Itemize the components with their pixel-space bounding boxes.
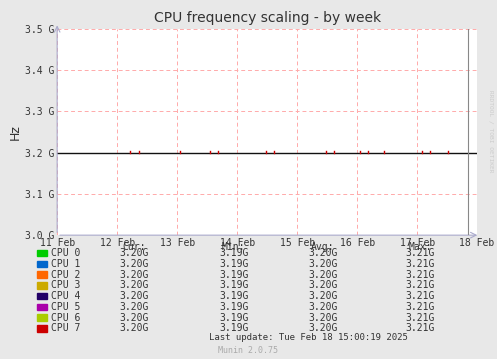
Text: Cur:: Cur:	[122, 242, 146, 252]
Text: Avg:: Avg:	[311, 242, 335, 252]
Y-axis label: Hz: Hz	[9, 124, 22, 140]
Text: 3.19G: 3.19G	[219, 313, 248, 323]
Text: 3.19G: 3.19G	[219, 259, 248, 269]
Text: 3.21G: 3.21G	[405, 313, 435, 323]
Text: 3.20G: 3.20G	[308, 302, 338, 312]
Text: 3.20G: 3.20G	[119, 248, 149, 258]
Text: 3.20G: 3.20G	[308, 323, 338, 334]
Text: 3.19G: 3.19G	[219, 270, 248, 280]
Text: 3.20G: 3.20G	[308, 291, 338, 301]
Text: 3.20G: 3.20G	[119, 259, 149, 269]
Text: 3.19G: 3.19G	[219, 280, 248, 290]
Text: 3.21G: 3.21G	[405, 270, 435, 280]
Text: 3.20G: 3.20G	[119, 302, 149, 312]
Text: 3.21G: 3.21G	[405, 323, 435, 334]
Text: 3.21G: 3.21G	[405, 248, 435, 258]
Text: 3.20G: 3.20G	[119, 270, 149, 280]
Text: CPU 1: CPU 1	[51, 259, 81, 269]
Text: CPU 7: CPU 7	[51, 323, 81, 334]
Text: 3.21G: 3.21G	[405, 302, 435, 312]
Text: RRDTOOL / TOBI OETIKER: RRDTOOL / TOBI OETIKER	[489, 90, 494, 172]
Text: 3.20G: 3.20G	[308, 248, 338, 258]
Text: Max:: Max:	[408, 242, 432, 252]
Text: Min:: Min:	[222, 242, 246, 252]
Text: 3.19G: 3.19G	[219, 248, 248, 258]
Text: CPU 6: CPU 6	[51, 313, 81, 323]
Text: 3.20G: 3.20G	[308, 280, 338, 290]
Text: 3.20G: 3.20G	[119, 323, 149, 334]
Text: 3.20G: 3.20G	[308, 259, 338, 269]
Text: 3.21G: 3.21G	[405, 259, 435, 269]
Text: 3.20G: 3.20G	[119, 313, 149, 323]
Text: CPU 2: CPU 2	[51, 270, 81, 280]
Text: 3.21G: 3.21G	[405, 280, 435, 290]
Text: Munin 2.0.75: Munin 2.0.75	[219, 346, 278, 355]
Text: 3.20G: 3.20G	[119, 280, 149, 290]
Text: CPU 3: CPU 3	[51, 280, 81, 290]
Title: CPU frequency scaling - by week: CPU frequency scaling - by week	[154, 11, 381, 25]
Text: Last update: Tue Feb 18 15:00:19 2025: Last update: Tue Feb 18 15:00:19 2025	[209, 333, 408, 342]
Text: 3.19G: 3.19G	[219, 323, 248, 334]
Text: CPU 5: CPU 5	[51, 302, 81, 312]
Text: CPU 4: CPU 4	[51, 291, 81, 301]
Text: 3.19G: 3.19G	[219, 302, 248, 312]
Text: 3.19G: 3.19G	[219, 291, 248, 301]
Text: 3.20G: 3.20G	[119, 291, 149, 301]
Text: 3.21G: 3.21G	[405, 291, 435, 301]
Text: CPU 0: CPU 0	[51, 248, 81, 258]
Text: 3.20G: 3.20G	[308, 270, 338, 280]
Text: 3.20G: 3.20G	[308, 313, 338, 323]
